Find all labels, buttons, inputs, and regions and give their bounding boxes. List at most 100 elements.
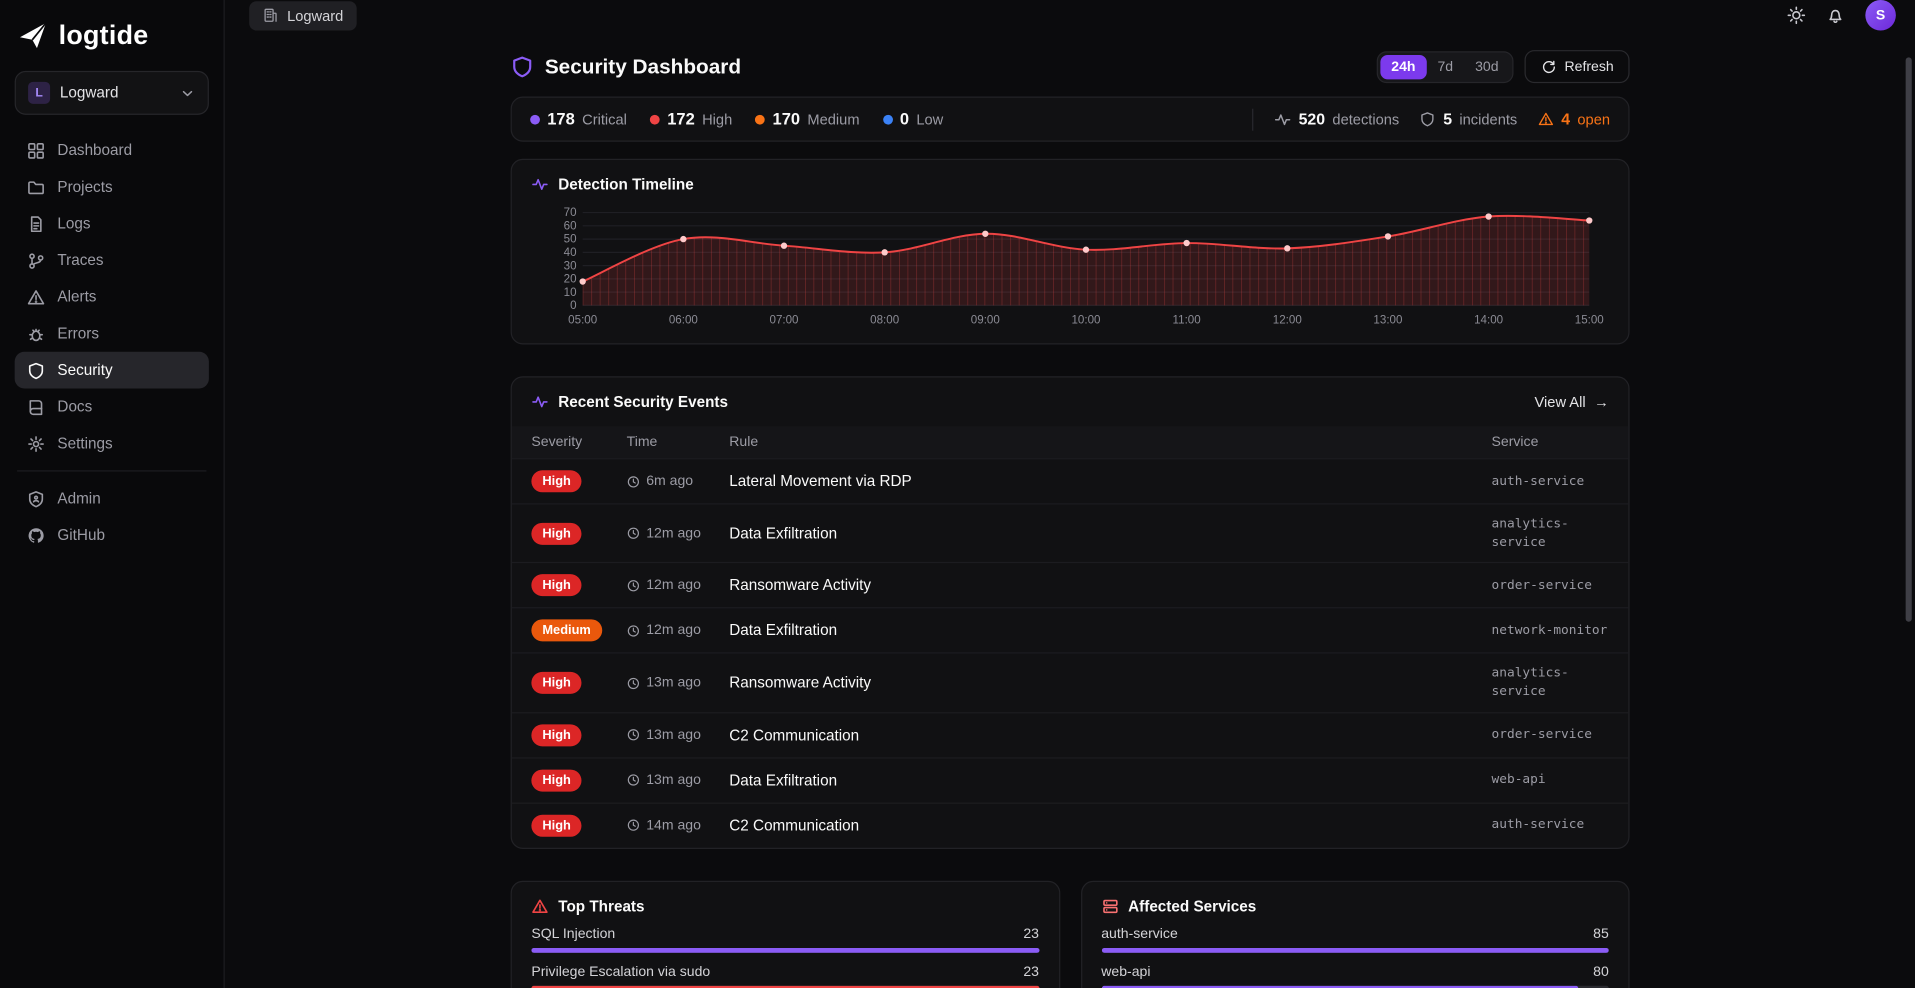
sidebar-item-admin[interactable]: Admin [15, 480, 209, 517]
event-row[interactable]: Medium 12m ago Data Exfiltration network… [511, 607, 1629, 653]
sidebar-item-alerts[interactable]: Alerts [15, 279, 209, 316]
threat-count: 23 [1023, 926, 1039, 942]
svg-text:30: 30 [564, 259, 577, 272]
critical-count: 178 [547, 109, 575, 129]
severity-badge: High [531, 769, 582, 792]
svg-text:70: 70 [564, 206, 577, 219]
event-row[interactable]: High 13m ago Ransomware Activity analyti… [511, 652, 1629, 712]
sidebar-item-label: Logs [57, 214, 91, 233]
event-service: auth-service [1491, 473, 1585, 489]
sidebar-divider [17, 470, 207, 472]
severity-stats-strip: 178 Critical 172 High 170 Medium 0 Low [510, 96, 1630, 142]
events-card-head: Recent Security Events View All → [512, 377, 1629, 426]
affected-services-title-row: Affected Services [1101, 898, 1609, 915]
shield-icon [26, 360, 46, 380]
service-bar-track [1101, 985, 1609, 988]
threat-bar-track [531, 985, 1039, 988]
sidebar-item-dashboard[interactable]: Dashboard [15, 132, 209, 169]
event-row[interactable]: High 13m ago Data Exfiltration web-api [511, 757, 1629, 802]
sidebar-nav: Dashboard Projects Logs Traces Alerts Er… [0, 132, 224, 553]
sidebar-item-projects[interactable]: Projects [15, 169, 209, 206]
svg-text:12:00: 12:00 [1273, 314, 1302, 327]
arrow-right-icon: → [1594, 393, 1609, 411]
activity-icon [1274, 111, 1291, 128]
event-row[interactable]: High 6m ago Lateral Movement via RDP aut… [511, 458, 1629, 503]
event-rule: Data Exfiltration [729, 622, 838, 640]
svg-text:0: 0 [570, 299, 576, 312]
user-avatar[interactable]: S [1865, 0, 1896, 31]
sidebar-item-security[interactable]: Security [14, 351, 209, 389]
file-text-icon [26, 214, 46, 234]
refresh-button[interactable]: Refresh [1524, 50, 1630, 84]
col-severity: Severity [531, 434, 583, 450]
svg-text:13:00: 13:00 [1373, 314, 1402, 327]
service-bar [1101, 947, 1609, 953]
event-row[interactable]: High 13m ago C2 Communication order-serv… [511, 711, 1629, 757]
event-row[interactable]: High 14m ago C2 Communication auth-servi… [511, 802, 1629, 847]
alert-triangle-icon [1538, 111, 1554, 127]
sidebar-item-docs[interactable]: Docs [15, 388, 209, 425]
server-icon [1101, 898, 1118, 915]
logtide-logo-icon [17, 20, 49, 52]
sidebar-item-traces[interactable]: Traces [15, 242, 209, 279]
sidebar-item-settings[interactable]: Settings [15, 425, 209, 462]
scrollbar-thumb[interactable] [1905, 57, 1912, 622]
threat-item: SQL Injection 23 [531, 927, 1039, 953]
threat-bar-track [531, 947, 1039, 953]
event-service: auth-service [1491, 817, 1585, 833]
alert-triangle-icon [531, 898, 548, 915]
col-rule: Rule [729, 434, 759, 450]
event-service: order-service [1491, 727, 1592, 742]
workspace-selector[interactable]: L Logward [14, 70, 209, 115]
sidebar-item-github[interactable]: GitHub [15, 517, 209, 554]
service-name: auth-service [1101, 926, 1178, 942]
alert-triangle-icon [26, 287, 46, 307]
service-count: 80 [1593, 964, 1609, 980]
severity-badge: High [531, 522, 582, 545]
refresh-icon [1540, 59, 1556, 75]
service-name: web-api [1101, 964, 1151, 980]
sidebar-item-label: Dashboard [57, 141, 133, 159]
theme-toggle-button[interactable] [1787, 6, 1806, 25]
svg-text:07:00: 07:00 [769, 314, 798, 327]
timeline-card-title: Detection Timeline [531, 176, 1608, 193]
svg-text:06:00: 06:00 [669, 314, 698, 327]
event-time: 6m ago [627, 474, 720, 489]
page-head: Security Dashboard 24h 7d 30d Refresh [511, 50, 1630, 84]
col-service: Service [1491, 434, 1539, 450]
event-row[interactable]: High 12m ago Data Exfiltration analytics… [511, 503, 1629, 562]
threat-bar [531, 947, 1039, 953]
sidebar-item-label: Settings [57, 434, 113, 452]
event-service: analytics-service [1491, 666, 1569, 699]
sidebar-item-logs[interactable]: Logs [15, 205, 209, 242]
top-threats-card: Top Threats SQL Injection 23 Privilege Es… [510, 880, 1060, 988]
service-bar-track [1101, 947, 1609, 953]
incidents-label: incidents [1459, 110, 1518, 128]
refresh-label: Refresh [1564, 59, 1614, 74]
pulse-icon [531, 393, 548, 410]
event-row[interactable]: High 12m ago Ransomware Activity order-s… [511, 562, 1629, 607]
high-dot [650, 114, 660, 124]
severity-badge: High [531, 470, 582, 493]
threat-bar [531, 985, 1039, 988]
range-24h-button[interactable]: 24h [1380, 54, 1427, 79]
low-count: 0 [899, 109, 910, 129]
main-area: Logward S Security Dashboard 24h 7d 30d [225, 0, 1915, 988]
pulse-icon [531, 176, 548, 193]
event-service: network-monitor [1491, 623, 1608, 638]
severity-badge: High [531, 724, 582, 747]
svg-text:40: 40 [564, 246, 577, 259]
notifications-bell-button[interactable] [1826, 6, 1844, 24]
sidebar-item-errors[interactable]: Errors [15, 315, 209, 352]
workspace-chip[interactable]: Logward [249, 0, 357, 30]
event-rule: Ransomware Activity [729, 674, 871, 692]
svg-text:11:00: 11:00 [1173, 314, 1201, 327]
page-content: Security Dashboard 24h 7d 30d Refresh [510, 31, 1630, 988]
range-30d-button[interactable]: 30d [1464, 54, 1509, 78]
range-7d-button[interactable]: 7d [1426, 54, 1464, 78]
service-bar [1101, 985, 1579, 988]
sidebar-item-label: Admin [57, 489, 101, 507]
view-all-button[interactable]: View All → [1535, 393, 1609, 410]
